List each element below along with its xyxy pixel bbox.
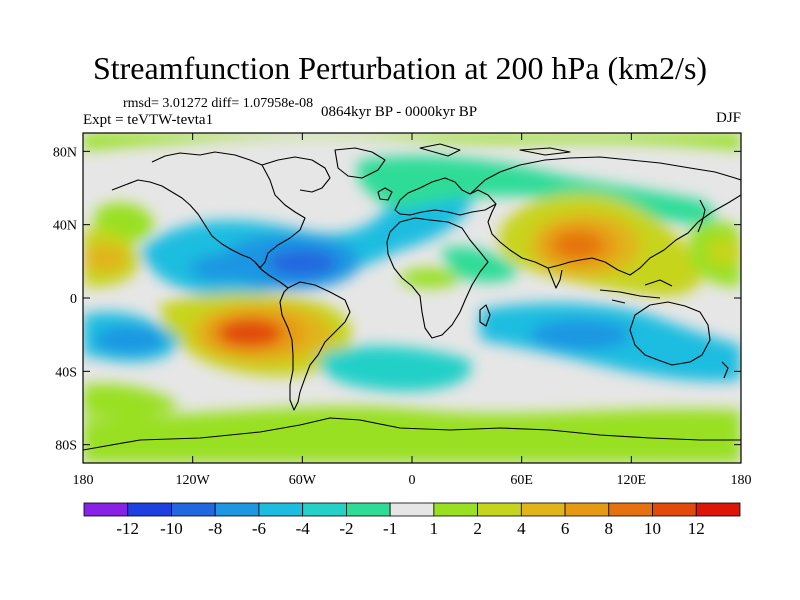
shade-positive-south — [83, 406, 741, 463]
colorbar-swatch — [83, 502, 129, 517]
coastline-africa — [386, 217, 489, 339]
experiment-label: Expt = teVTW-tevta1 — [83, 112, 214, 128]
shade-negative-satlantic — [319, 345, 472, 392]
lon-tick-label: 180 — [731, 473, 752, 488]
colorbar-swatch — [695, 502, 741, 517]
shade-positive-africa — [400, 268, 460, 288]
lat-tick-label: 40N — [53, 219, 77, 234]
coastline-indonesia — [599, 279, 673, 304]
lon-tick-label: 120E — [617, 473, 647, 488]
coastline-south-america — [279, 281, 351, 411]
colorbar-label: -4 — [296, 519, 311, 538]
colorbar-label: -1 — [383, 519, 397, 538]
shade-negative-core-2 — [267, 249, 337, 277]
lon-tick-label: 60W — [289, 473, 317, 488]
colorbar-label: -12 — [116, 519, 139, 538]
shade-negative-spacific-core — [95, 326, 165, 354]
lat-tick-label: 80N — [53, 145, 77, 160]
coastline-europe — [394, 177, 497, 216]
stats-line: rmsd= 3.01272 diff= 1.07958e-08 — [123, 96, 314, 111]
shade-negative-core-3 — [190, 254, 270, 282]
coastline-novaya-zemlya — [519, 147, 571, 156]
shade-positive-far-east-core — [707, 238, 741, 266]
coastline-asia — [469, 156, 741, 276]
coastline-antarctica — [83, 417, 741, 451]
colorbar-label: -8 — [208, 519, 222, 538]
coastline-svalbard — [419, 143, 461, 157]
colorbar-swatch — [127, 502, 172, 517]
lon-tick-label: 0 — [409, 473, 416, 488]
coastline-india — [547, 267, 563, 289]
colorbar-label: -2 — [339, 519, 353, 538]
colorbar: -12 -10 -8 -6 -4 -2 -1 1 2 4 6 8 10 12 — [83, 502, 741, 538]
lat-tick-label: 40S — [55, 365, 77, 380]
contour-field — [83, 133, 741, 463]
shade-positive-asia-core — [554, 232, 602, 258]
colorbar-swatch — [258, 502, 304, 517]
colorbar-swatch — [520, 502, 566, 517]
coastline-new-zealand — [721, 361, 729, 379]
colorbar-label: 8 — [605, 519, 614, 538]
colorbar-swatch — [171, 502, 216, 517]
colorbar-label: 10 — [644, 519, 661, 538]
coastline-madagascar — [479, 304, 491, 327]
coastline-japan — [697, 199, 706, 233]
lon-tick-label: 60E — [510, 473, 533, 488]
shade-positive-sw — [83, 383, 180, 418]
coastline-central-america — [254, 261, 289, 289]
colorbar-swatch — [652, 502, 697, 517]
coastline-canada-arctic — [261, 156, 331, 193]
colorbar-swatch — [564, 502, 610, 517]
colorbar-swatch — [214, 502, 260, 517]
colorbar-label: 1 — [430, 519, 439, 538]
lat-axis: 80N 40N 0 40S 80S — [53, 145, 741, 454]
colorbar-swatch — [433, 502, 479, 517]
coastline-north-america — [111, 151, 306, 269]
lat-tick-label: 0 — [70, 292, 77, 307]
colorbar-swatch — [389, 502, 435, 517]
colorbar-label: 4 — [517, 519, 526, 538]
shade-negative-mideast — [440, 246, 520, 282]
coastline-greenland — [334, 147, 386, 179]
plot-title: Streamfunction Perturbation at 200 hPa (… — [92, 50, 708, 86]
period-label: 0864kyr BP - 0000kyr BP — [321, 104, 478, 120]
coastline-australia — [629, 301, 711, 366]
colorbar-label: -6 — [252, 519, 266, 538]
colorbar-label: -10 — [160, 519, 183, 538]
colorbar-swatch — [345, 502, 391, 517]
colorbar-label: 2 — [473, 519, 482, 538]
coastlines — [83, 143, 741, 451]
colorbar-label: 12 — [688, 519, 705, 538]
lon-tick-label: 180 — [73, 473, 94, 488]
colorbar-swatch — [608, 502, 653, 517]
map-panel — [83, 133, 741, 463]
season-label: DJF — [715, 110, 741, 126]
coastline-british-isles — [377, 187, 393, 201]
shade-positive-w-pacific-core — [83, 244, 127, 272]
lat-tick-label: 80S — [55, 439, 77, 454]
lon-tick-label: 120W — [176, 473, 211, 488]
lon-axis: 180 120W 60W 0 60E 120E 180 — [73, 133, 752, 488]
colorbar-swatch — [302, 502, 347, 517]
shade-negative-sindian-core — [530, 320, 630, 350]
shade-positive-samerica-core — [218, 319, 282, 347]
colorbar-swatch — [477, 502, 522, 517]
shade-positive-north — [83, 133, 741, 150]
colorbar-label: 6 — [561, 519, 570, 538]
